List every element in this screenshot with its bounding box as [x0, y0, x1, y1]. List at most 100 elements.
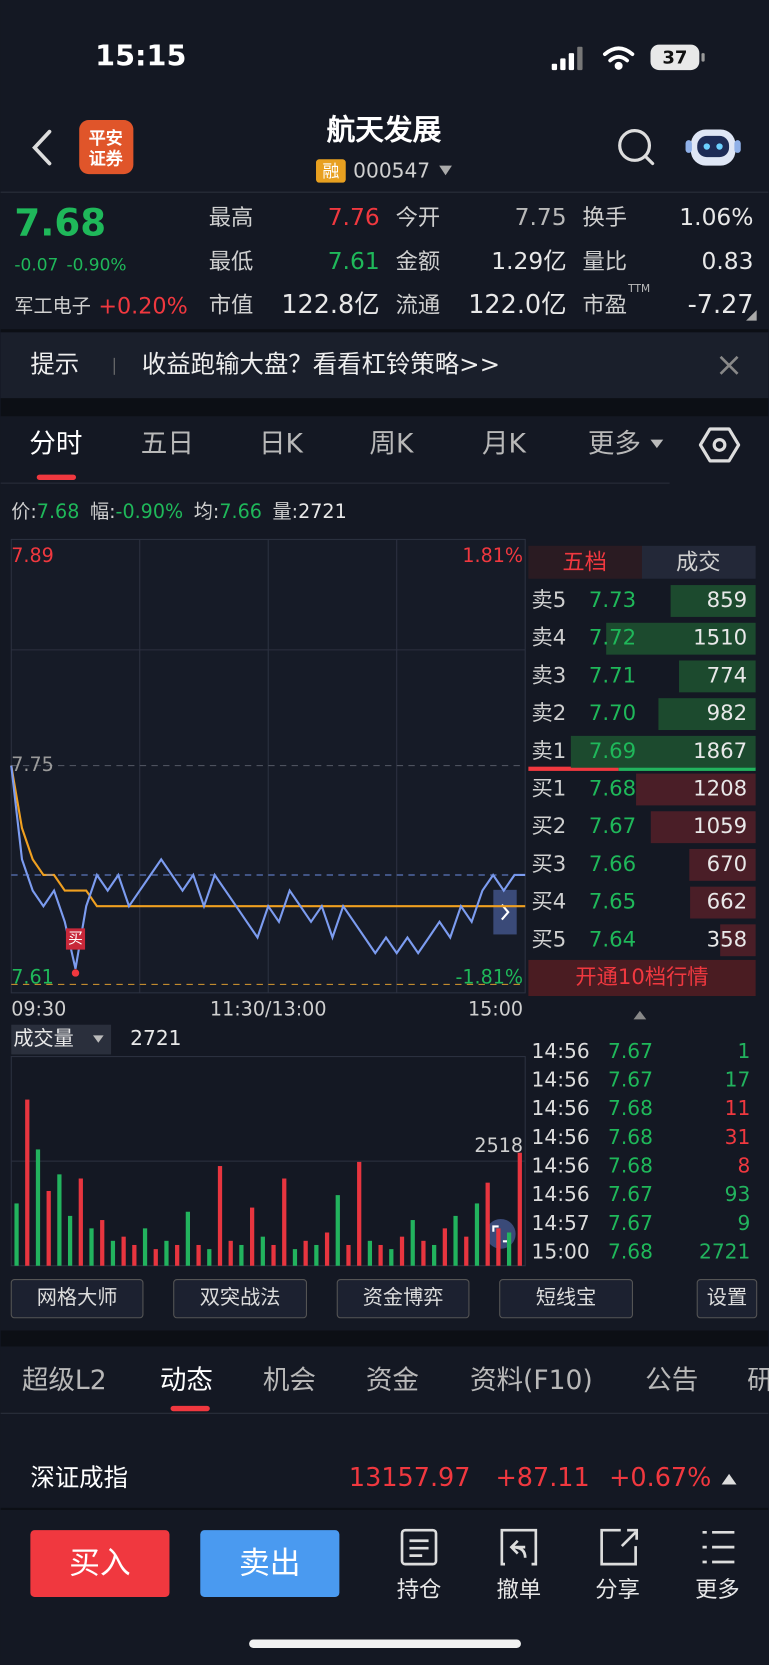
dropdown-icon[interactable] [439, 165, 452, 176]
home-indicator [249, 1639, 521, 1649]
chart-tab[interactable]: 周K [369, 428, 414, 459]
index-pct: +0.67% [609, 1463, 711, 1493]
orderbook-volume: 1208 [693, 776, 747, 801]
orderbook-volume: 859 [707, 588, 748, 613]
orderbook-tab[interactable] [642, 545, 756, 579]
notice-text[interactable]: 收益跑输大盘？看看杠铃策略>> [142, 349, 500, 378]
volume-bar [485, 1182, 490, 1266]
index-expand[interactable] [721, 1473, 737, 1485]
action-label[interactable]: 持仓 [397, 1577, 442, 1603]
volume-bar [292, 1249, 298, 1266]
volume-bar [303, 1240, 308, 1266]
stat-value: 7.61 [328, 247, 380, 275]
x-tick-label: 09:30 [11, 997, 66, 1020]
info-label: 量: [273, 499, 299, 522]
orderbook-price: 7.73 [589, 588, 636, 613]
volume-bar [389, 1249, 394, 1266]
tool-button[interactable] [696, 1279, 758, 1319]
volume-bar [142, 1228, 148, 1266]
stat-label: 流通 [396, 292, 441, 318]
depth-bar [670, 585, 756, 617]
trade-volume: 31 [725, 1125, 751, 1149]
robot-button[interactable] [685, 129, 741, 166]
level2-button[interactable] [528, 959, 756, 997]
volume-bar [207, 1249, 212, 1266]
trade-volume: 17 [725, 1067, 751, 1091]
trade-time: 14:56 [532, 1067, 590, 1091]
margin-tag-text: 融 [322, 162, 339, 182]
ask-bid-divider [618, 766, 756, 771]
price-info: 价:7.68 幅:-0.90% 均:7.66 量:2721 [11, 499, 346, 522]
separator [0, 329, 769, 333]
buy-button[interactable] [30, 1530, 170, 1598]
volume-bar [367, 1240, 373, 1266]
volume-bar [249, 1207, 255, 1266]
orderbook-volume: 1059 [693, 814, 747, 839]
chart-tab[interactable]: 日K [259, 428, 304, 459]
y2-tick-label: 1.81% [462, 544, 523, 567]
orderbook-tab-active[interactable] [528, 545, 643, 579]
stat-label: 市值 [209, 292, 254, 318]
search-button[interactable] [618, 129, 655, 166]
info-tab[interactable]: 资金 [366, 1365, 419, 1396]
orderbook-tab-label: 成交 [676, 549, 721, 575]
close-notice[interactable] [719, 355, 739, 375]
buy-point [71, 969, 80, 977]
volume-selector[interactable] [11, 1024, 112, 1055]
chart-tab[interactable]: 月K [482, 428, 527, 459]
volume-bar [271, 1244, 276, 1266]
settings-button[interactable] [698, 427, 741, 463]
index-change: +87.11 [495, 1463, 589, 1493]
expand-button[interactable] [493, 889, 517, 935]
tool-button[interactable] [173, 1279, 307, 1319]
trade-time: 14:56 [532, 1096, 590, 1120]
volume-bar [442, 1228, 447, 1266]
y-tick-label: 7.89 [11, 544, 54, 567]
volume-bar [399, 1236, 405, 1266]
orderbook-label: 买2 [532, 814, 567, 839]
tool-button[interactable] [499, 1279, 633, 1319]
trade-volume: 8 [737, 1153, 750, 1177]
action-label[interactable]: 撤单 [497, 1577, 542, 1603]
back-button[interactable] [32, 129, 52, 166]
volume-bar [100, 1220, 105, 1266]
volume-bar [410, 1220, 415, 1266]
orderbook-volume: 1510 [693, 626, 747, 651]
buy-marker: 买 [68, 929, 83, 947]
tool-button[interactable] [336, 1279, 470, 1319]
chart-tab[interactable]: 分时 [29, 428, 82, 459]
tool-button[interactable] [10, 1279, 144, 1319]
volume-bar [335, 1195, 340, 1266]
orderbook-volume: 982 [707, 701, 748, 726]
action-label[interactable]: 更多 [695, 1577, 740, 1603]
margin-tag [316, 159, 346, 183]
scroll-up[interactable] [633, 1010, 647, 1020]
chart-tab[interactable]: 五日 [141, 428, 194, 459]
stat-value: 7.75 [515, 203, 567, 231]
more-dropdown[interactable] [650, 439, 664, 449]
info-tab[interactable]: 超级L2 [22, 1365, 107, 1396]
sell-button[interactable] [200, 1530, 340, 1598]
info-label: 价: [11, 499, 37, 522]
volume-bar [132, 1244, 137, 1266]
info-tab[interactable]: 公告 [645, 1365, 698, 1396]
info-tab[interactable]: 资料(F10) [470, 1365, 593, 1396]
orderbook-price: 7.72 [589, 626, 636, 651]
volume-bar [196, 1244, 201, 1266]
info-tab[interactable]: 动态 [160, 1365, 213, 1396]
depth-bar [720, 924, 756, 957]
sell-label: 卖出 [239, 1546, 301, 1582]
trade-volume: 9 [737, 1211, 750, 1235]
stock-name: 航天发展 [327, 113, 442, 147]
wifi-icon [602, 46, 635, 70]
separator [0, 1507, 769, 1510]
volume-bar [453, 1215, 458, 1266]
trade-price: 7.68 [608, 1125, 653, 1149]
action-label[interactable]: 分享 [595, 1577, 640, 1603]
info-tab[interactable]: 机会 [263, 1365, 316, 1396]
battery-icon [650, 44, 700, 71]
chart-tab[interactable]: 更多 [588, 428, 641, 459]
info-tab[interactable]: 研 [747, 1365, 769, 1396]
